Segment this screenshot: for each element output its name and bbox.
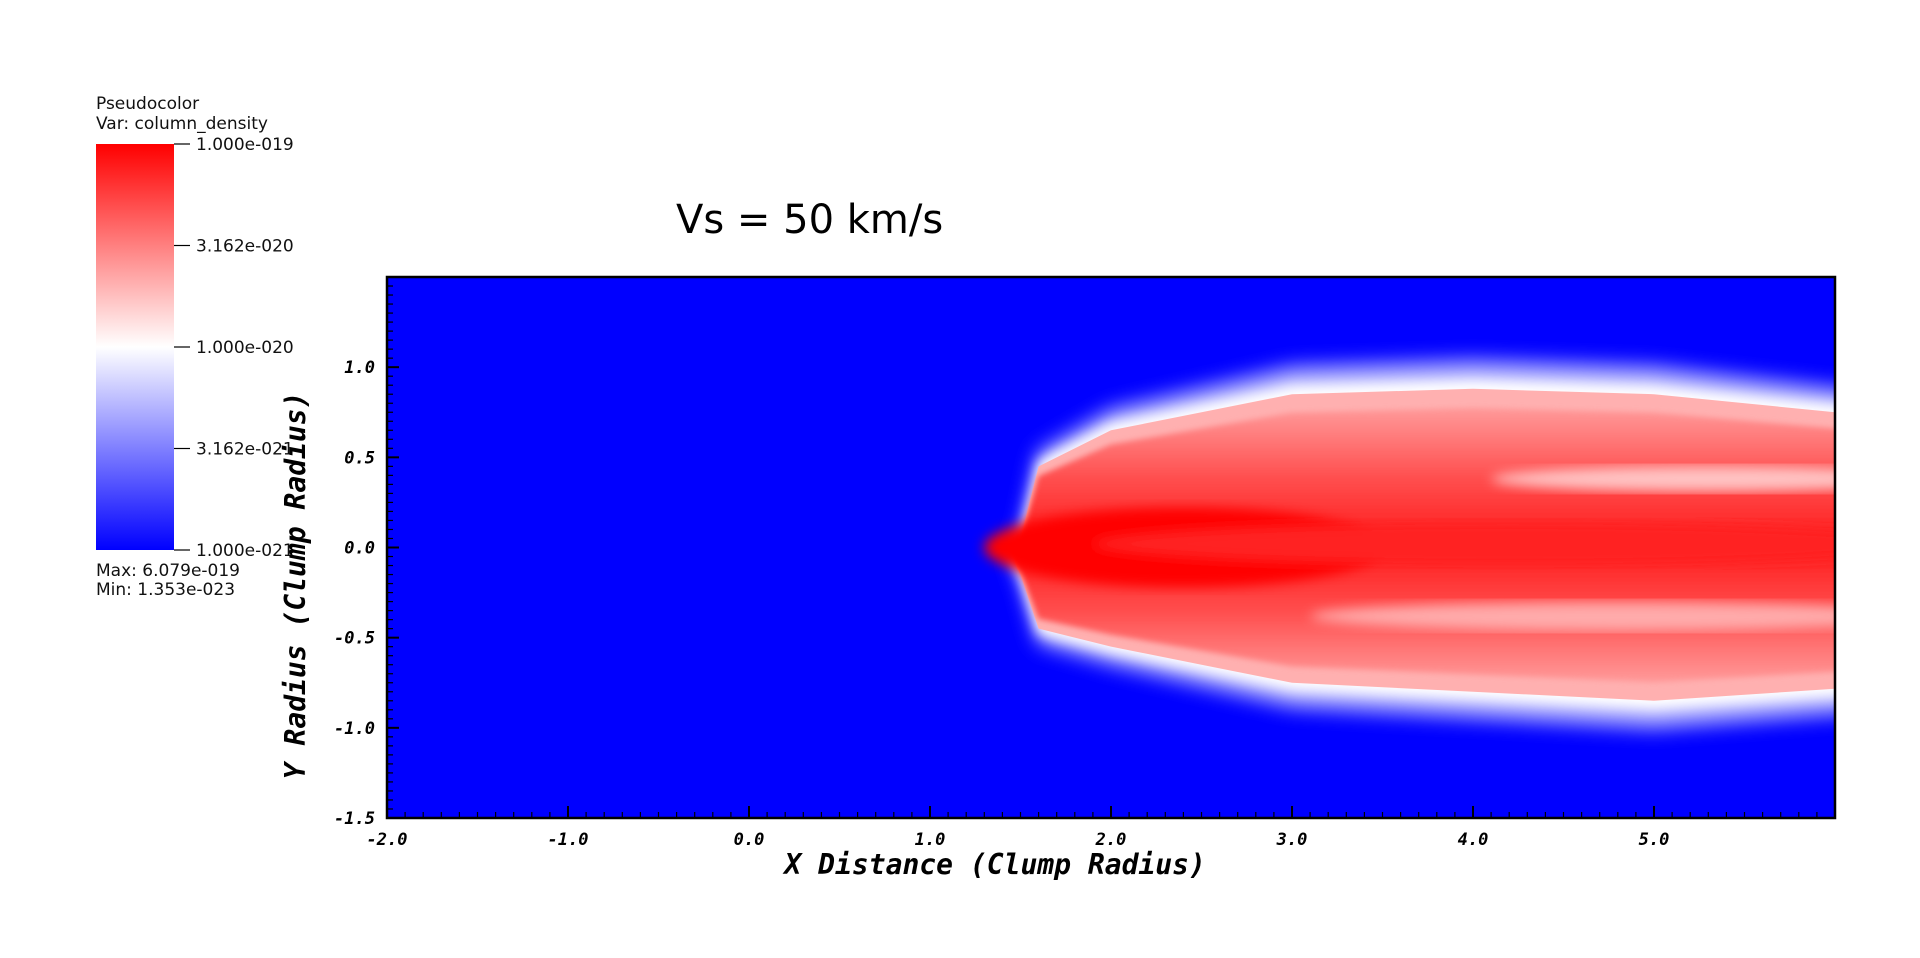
plume-streak (1491, 466, 1835, 492)
axes: -2.0 -1.0 0.0 1.0 2.0 3.0 4.0 5.0 -1.5 -1.0 -0.5 0.… (279, 276, 1836, 881)
colorbar-tick-label: 1.000e-021 (196, 541, 294, 561)
colorbar (96, 144, 174, 550)
plume (984, 360, 1835, 729)
plume-core-tail (1093, 522, 1835, 566)
x-tick-label: 2.0 (1095, 830, 1127, 850)
x-tick-label: 4.0 (1458, 830, 1489, 850)
y-tick-label: -1.0 (334, 719, 375, 739)
legend-min: Min: 1.353e-023 (96, 580, 236, 600)
legend-variable: Var: column_density (96, 114, 268, 134)
colorbar-tick-label: 1.000e-019 (196, 135, 294, 155)
y-axis-label: Y Radius (Clump Radius) (279, 392, 312, 780)
legend-max: Max: 6.079e-019 (96, 561, 240, 581)
y-tick-label: -1.5 (334, 809, 375, 829)
x-tick-label: -2.0 (367, 830, 408, 850)
legend-plot-type: Pseudocolor (96, 94, 200, 114)
x-tick-label: 5.0 (1639, 830, 1670, 850)
x-tick-label: -1.0 (548, 830, 589, 850)
y-tick-label: 0.0 (344, 539, 375, 559)
x-axis-label: X Distance (Clump Radius) (782, 848, 1205, 881)
x-tick-label: 3.0 (1276, 830, 1308, 850)
y-tick-label: -0.5 (334, 629, 375, 649)
colorbar-tick-label: 1.000e-020 (196, 338, 294, 358)
y-tick-label: 0.5 (344, 448, 375, 468)
y-tick-label: 1.0 (344, 358, 375, 378)
x-tick-label: 0.0 (734, 830, 765, 850)
colorbar-tick-label: 3.162e-020 (196, 237, 294, 257)
chart-title: Vs = 50 km/s (676, 197, 944, 243)
x-tick-label: 1.0 (915, 830, 946, 850)
colorbar-tick-label: 3.162e-021 (196, 440, 294, 460)
colorbar-ticks: 1.000e-019 3.162e-020 1.000e-020 3.162e-021… (174, 135, 294, 561)
plume-streak (1310, 601, 1835, 631)
heatmap-area (387, 277, 1835, 818)
